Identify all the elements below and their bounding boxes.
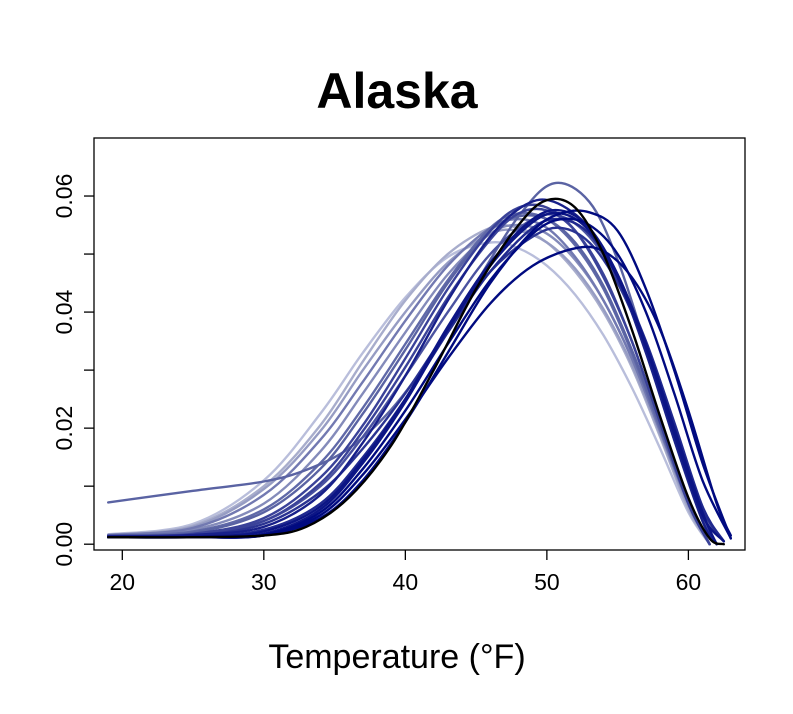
y-tick-label-4: 0.04 (51, 290, 77, 335)
series-line-12 (107, 223, 711, 546)
y-tick-label-6: 0.06 (51, 174, 77, 219)
y-axis: 0.00 0.02 0.04 0.06 (51, 174, 94, 567)
x-axis-label: Temperature (°F) (268, 638, 525, 676)
x-tick-label-50: 50 (534, 569, 560, 595)
series-line-15 (107, 240, 711, 546)
plot-frame (93, 137, 746, 551)
series-line-2 (107, 197, 725, 546)
series-line-20 (107, 208, 718, 546)
series-line-18 (107, 207, 711, 546)
series-line-14 (107, 224, 711, 546)
series-line-16 (107, 217, 725, 543)
x-axis: 20 30 40 50 60 (110, 550, 702, 595)
curves-layer (107, 181, 732, 546)
series-line-5 (107, 211, 725, 543)
x-tick-label-40: 40 (393, 569, 419, 595)
series-line-6 (107, 198, 718, 546)
series-line-19 (107, 214, 711, 546)
y-tick-label-0: 0.00 (51, 522, 77, 567)
x-tick-label-30: 30 (251, 569, 277, 595)
y-tick-label-2: 0.02 (51, 406, 77, 451)
chart-title: Alaska (316, 63, 478, 119)
x-tick-label-60: 60 (676, 569, 702, 595)
series-line-17 (107, 217, 732, 540)
x-tick-label-20: 20 (110, 569, 136, 595)
series-line-9 (107, 213, 718, 546)
